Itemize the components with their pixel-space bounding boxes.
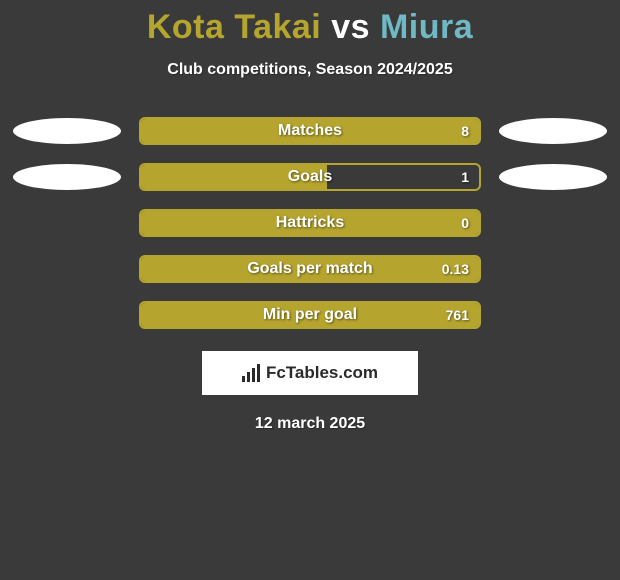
brand-text: FcTables.com xyxy=(266,363,378,383)
stat-value: 761 xyxy=(446,307,469,323)
stat-bar: Min per goal761 xyxy=(139,301,481,329)
left-spacer xyxy=(13,302,121,328)
stat-row: Matches8 xyxy=(0,117,620,145)
date-label: 12 march 2025 xyxy=(0,415,620,433)
stat-label: Hattricks xyxy=(141,214,479,232)
stat-value: 1 xyxy=(461,169,469,185)
stat-value: 0.13 xyxy=(442,261,469,277)
stat-value: 8 xyxy=(461,123,469,139)
stat-bar: Hattricks0 xyxy=(139,209,481,237)
player2-name: Miura xyxy=(380,8,473,46)
right-spacer xyxy=(499,256,607,282)
left-spacer xyxy=(13,256,121,282)
right-spacer xyxy=(499,302,607,328)
stats-container: Matches8Goals1Hattricks0Goals per match0… xyxy=(0,117,620,329)
stat-label: Matches xyxy=(141,122,479,140)
right-ellipse-icon xyxy=(499,118,607,144)
stat-row: Goals1 xyxy=(0,163,620,191)
stat-value: 0 xyxy=(461,215,469,231)
left-ellipse-icon xyxy=(13,164,121,190)
stat-label: Goals per match xyxy=(141,260,479,278)
stat-row: Hattricks0 xyxy=(0,209,620,237)
vs-separator: vs xyxy=(321,8,380,46)
brand-box: FcTables.com xyxy=(202,351,418,395)
left-ellipse-icon xyxy=(13,118,121,144)
player1-name: Kota Takai xyxy=(147,8,321,46)
left-spacer xyxy=(13,210,121,236)
stat-bar: Goals1 xyxy=(139,163,481,191)
subtitle: Club competitions, Season 2024/2025 xyxy=(0,61,620,79)
right-ellipse-icon xyxy=(499,164,607,190)
stat-bar: Goals per match0.13 xyxy=(139,255,481,283)
stat-bar: Matches8 xyxy=(139,117,481,145)
stat-row: Goals per match0.13 xyxy=(0,255,620,283)
stat-label: Min per goal xyxy=(141,306,479,324)
stat-label: Goals xyxy=(141,168,479,186)
comparison-title: Kota Takai vs Miura xyxy=(0,0,620,47)
stat-row: Min per goal761 xyxy=(0,301,620,329)
brand-chart-icon xyxy=(242,364,260,382)
right-spacer xyxy=(499,210,607,236)
